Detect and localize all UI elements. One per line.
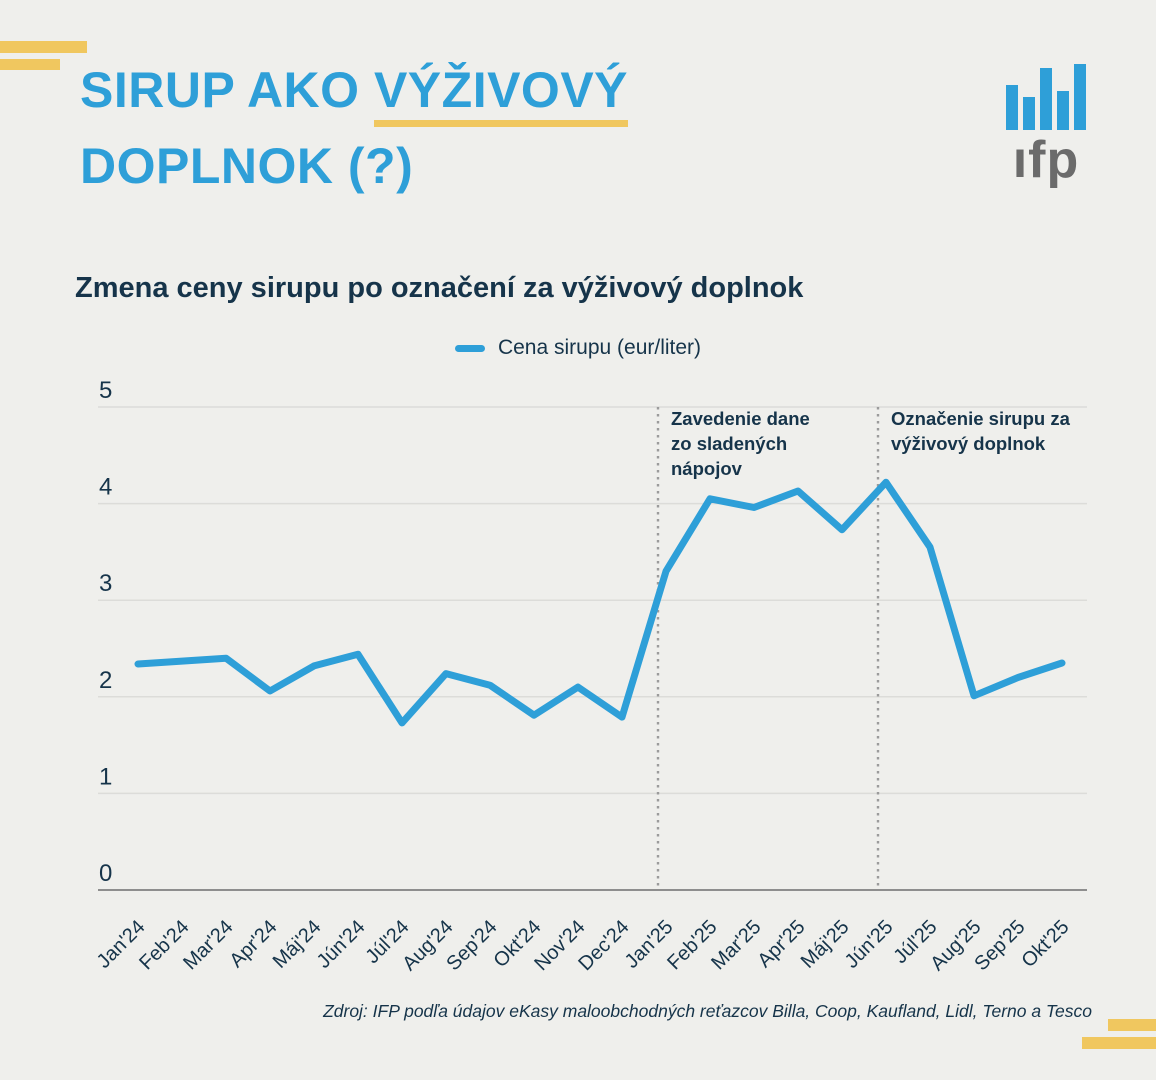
price-line-chart: 0 1 2 3 4 5 Zavedenie dane zo sladených nápojov O…	[93, 377, 1087, 975]
ifp-logo-text: ıfp	[1012, 131, 1080, 189]
x-axis-tick-label: Jún'25	[841, 916, 898, 973]
page-title-underlined-word: VÝŽIVOVÝ	[373, 62, 629, 127]
x-axis-tick-label: Máj'25	[797, 916, 854, 973]
x-axis-tick-label: Máj'24	[269, 916, 326, 973]
annotation-label-2: Označenie sirupu za výživový doplnok	[891, 408, 1071, 454]
top-left-accent-bar-2	[0, 59, 60, 70]
page-title-line2: DOPLNOK (?)	[80, 138, 414, 194]
page-title: SIRUP AKO VÝŽIVOVÝ DOPLNOK (?)	[80, 52, 629, 204]
y-axis-tick-label: 0	[99, 860, 112, 887]
x-axis-tick-label: Sep'24	[442, 916, 501, 975]
bottom-right-accent-bar-1	[1108, 1019, 1156, 1031]
legend-line-swatch-icon	[454, 344, 485, 352]
x-axis-tick-label: Apr'24	[226, 916, 282, 972]
annotation-label-1: Zavedenie dane zo sladených nápojov	[671, 408, 810, 479]
x-axis-tick-label: Mar'24	[179, 916, 237, 974]
ifp-logo-bars-icon	[1006, 64, 1086, 130]
chart-legend: Cena sirupu (eur/liter)	[0, 336, 1156, 360]
y-axis-tick-label: 3	[99, 570, 112, 597]
y-axis-tick-label: 4	[99, 474, 112, 501]
x-axis-tick-label: Mar'25	[707, 916, 765, 974]
page-title-line1-pre: SIRUP AKO	[80, 62, 374, 118]
chart-title: Zmena ceny sirupu po označení za výživov…	[75, 272, 804, 304]
y-axis-tick-label: 2	[99, 667, 112, 694]
bottom-right-accent-bar-2	[1082, 1037, 1156, 1049]
y-axis-tick-label: 5	[99, 377, 112, 404]
x-axis-tick-label: Jún'24	[313, 916, 370, 973]
x-axis-tick-label: Dec'24	[574, 916, 633, 975]
legend-series-label: Cena sirupu (eur/liter)	[497, 336, 702, 359]
x-axis-tick-label: Okt'25	[1018, 916, 1074, 972]
y-axis-tick-label: 1	[99, 763, 112, 790]
source-note: Zdroj: IFP podľa údajov eKasy maloobchod…	[323, 1001, 1092, 1021]
top-left-accent-bar-1	[0, 41, 87, 53]
x-axis-tick-label: Sep'25	[970, 916, 1029, 975]
ifp-logo: ıfp	[996, 62, 1096, 186]
x-axis-tick-label: Apr'25	[754, 916, 810, 972]
series-line	[134, 478, 1066, 727]
